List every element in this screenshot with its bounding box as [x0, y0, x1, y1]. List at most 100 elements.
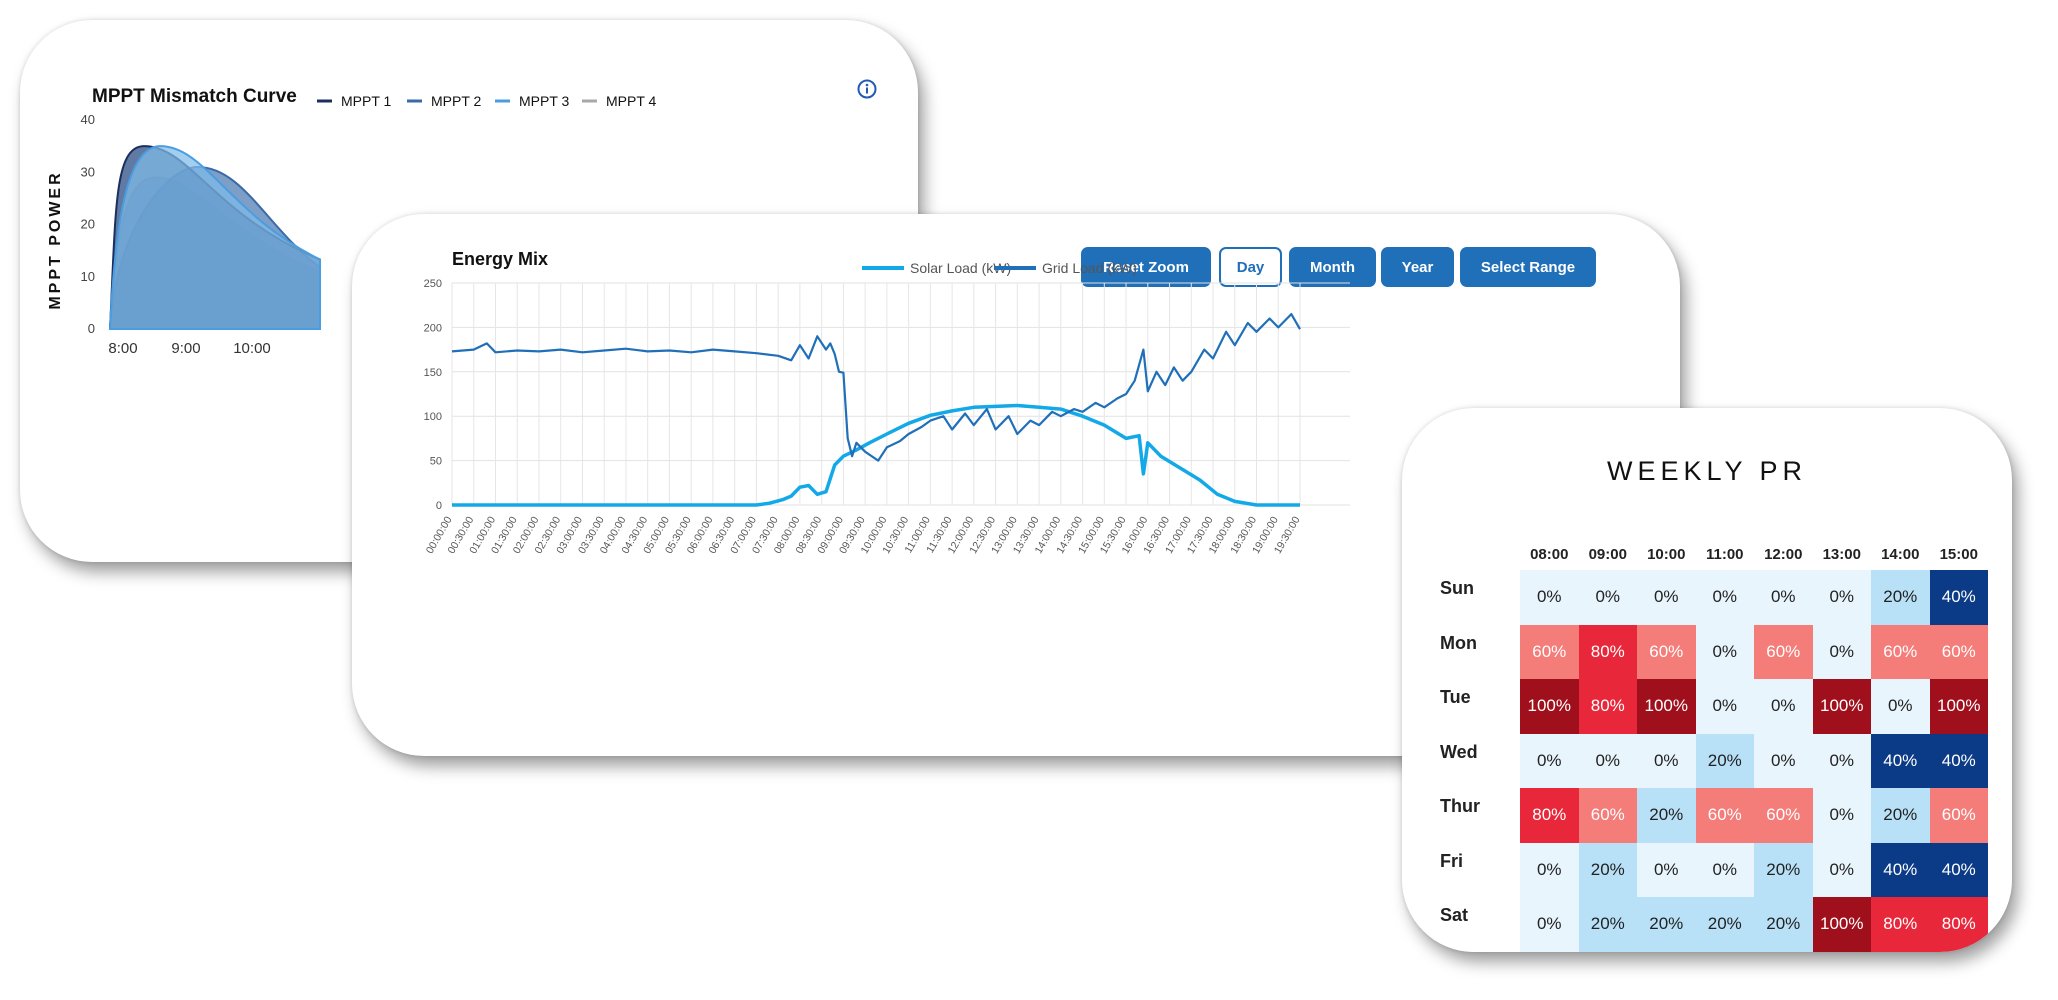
- heatmap-cell: 80%: [1871, 897, 1930, 952]
- heatmap-cell: 100%: [1929, 679, 1988, 734]
- y-tick-label: 10: [81, 269, 95, 284]
- column-header: 12:00: [1764, 545, 1803, 563]
- heatmap-row: Sun 0% 0% 0% 0% 0% 0% 20% 40%: [1430, 570, 1988, 625]
- y-tick-label: 0: [88, 321, 95, 336]
- heatmap-cell: 0%: [1871, 679, 1930, 734]
- heatmap-cell: 20%: [1871, 570, 1930, 625]
- heatmap-cell: 40%: [1929, 570, 1988, 625]
- heatmap-cell: 0%: [1578, 570, 1637, 625]
- heatmap-cell: 60%: [1871, 624, 1930, 679]
- heatmap-cell: 60%: [1695, 788, 1754, 843]
- heatmap-cell: 80%: [1578, 624, 1637, 679]
- row-label: Thur: [1430, 788, 1520, 843]
- column-header: 13:00: [1822, 545, 1861, 563]
- legend-label: MPPT 2: [431, 93, 482, 109]
- mppt-chart: MPPT POWER 0 10 20 30 40 8:00 9:00 10:00 MPPT 1 MP…: [47, 93, 657, 357]
- heatmap-cell: 40%: [1871, 842, 1930, 897]
- select-range-button[interactable]: Select Range: [1460, 247, 1596, 287]
- heatmap-cell: 0%: [1637, 842, 1696, 897]
- heatmap-cell: 80%: [1578, 679, 1637, 734]
- year-button[interactable]: Year: [1381, 247, 1454, 287]
- y-tick-label: 100: [424, 411, 442, 423]
- heatmap-cell: 100%: [1812, 679, 1871, 734]
- y-tick-label: 250: [424, 278, 442, 290]
- month-button[interactable]: Month: [1289, 247, 1376, 287]
- heatmap-row: Fri 0% 20% 0% 0% 20% 0% 40% 40%: [1430, 842, 1988, 897]
- row-label: Fri: [1430, 842, 1520, 897]
- legend-label: MPPT 3: [519, 93, 570, 109]
- series-line-solar-load: [452, 403, 1300, 507]
- heatmap-cell: 60%: [1637, 624, 1696, 679]
- heatmap-cell: 20%: [1695, 897, 1754, 952]
- heatmap-cell: 0%: [1637, 733, 1696, 788]
- heatmap-cell: 0%: [1695, 679, 1754, 734]
- x-tick-label: 10:00: [233, 340, 271, 357]
- row-label: Sun: [1430, 570, 1520, 625]
- y-tick-label: 30: [81, 164, 95, 179]
- heatmap-cell: 0%: [1695, 842, 1754, 897]
- y-tick-label: 200: [424, 322, 442, 334]
- corner-cell: [1430, 538, 1520, 570]
- heatmap-row: Tue 100% 80% 100% 0% 0% 100% 0% 100%: [1430, 679, 1988, 734]
- heatmap-cell: 0%: [1812, 570, 1871, 625]
- column-header: 09:00: [1588, 545, 1627, 563]
- heatmap-cell: 40%: [1929, 733, 1988, 788]
- heatmap-cell: 0%: [1520, 897, 1579, 952]
- heatmap-cell: 0%: [1812, 733, 1871, 788]
- legend-label: MPPT 4: [606, 93, 657, 109]
- energy-mix-chart: Solar Load (kW) Grid Load (kW) 0 50 100 150 20…: [424, 260, 1350, 556]
- heatmap-cell: 20%: [1637, 897, 1696, 952]
- column-header: 11:00: [1705, 545, 1744, 563]
- day-button[interactable]: Day: [1219, 247, 1282, 287]
- column-header: 08:00: [1530, 545, 1569, 563]
- heatmap-cell: 20%: [1695, 733, 1754, 788]
- heatmap-cell: 60%: [1929, 624, 1988, 679]
- heatmap-cell: 0%: [1695, 624, 1754, 679]
- weekly-pr-title: WEEKLY PR: [1606, 456, 1808, 486]
- heatmap-row: Mon 60% 80% 60% 0% 60% 0% 60% 60%: [1430, 624, 1988, 679]
- heatmap-cell: 0%: [1812, 842, 1871, 897]
- heatmap-cell: 100%: [1812, 897, 1871, 952]
- heatmap-cell: 0%: [1812, 624, 1871, 679]
- heatmap-cell: 100%: [1520, 679, 1579, 734]
- heatmap-cell: 20%: [1578, 897, 1637, 952]
- reset-zoom-button[interactable]: Reset Zoom: [1081, 247, 1211, 287]
- y-tick-label: 50: [430, 456, 442, 468]
- heatmap-cell: 80%: [1929, 897, 1988, 952]
- heatmap-cell: 40%: [1929, 842, 1988, 897]
- heatmap-cell: 60%: [1754, 788, 1813, 843]
- heatmap-cell: 20%: [1754, 897, 1813, 952]
- mppt-title: MPPT Mismatch Curve: [92, 86, 297, 107]
- heatmap-cell: 0%: [1520, 842, 1579, 897]
- heatmap-cell: 0%: [1520, 733, 1579, 788]
- y-tick-label: 20: [81, 217, 95, 232]
- legend-label: MPPT 1: [341, 93, 392, 109]
- series-line-grid-load: [451, 312, 1301, 462]
- heatmap-cell: 100%: [1637, 679, 1696, 734]
- y-axis-label: MPPT POWER: [47, 170, 64, 309]
- legend-label: Grid Load (kW): [1042, 260, 1137, 276]
- column-header: 14:00: [1881, 545, 1920, 563]
- weekly-pr-heatmap: 08:00 09:00 10:00 11:00 12:00 13:00 14:00 15:00…: [1430, 538, 1988, 952]
- heatmap-header-row: 08:00 09:00 10:00 11:00 12:00 13:00 14:00 15:00: [1430, 538, 1988, 570]
- info-icon[interactable]: [856, 78, 878, 100]
- heatmap-cell: 0%: [1754, 570, 1813, 625]
- heatmap-cell: 60%: [1754, 624, 1813, 679]
- heatmap-cell: 60%: [1578, 788, 1637, 843]
- heatmap-cell: 20%: [1754, 842, 1813, 897]
- y-tick-label: 40: [81, 112, 95, 127]
- heatmap-cell: 0%: [1578, 733, 1637, 788]
- energy-mix-title: Energy Mix: [452, 249, 549, 269]
- y-tick-label: 150: [424, 367, 442, 379]
- heatmap-cell: 0%: [1637, 570, 1696, 625]
- heatmap-row: Thur 80% 60% 20% 60% 60% 0% 20% 60%: [1430, 788, 1988, 843]
- heatmap-cell: 80%: [1520, 788, 1579, 843]
- row-label: Tue: [1430, 679, 1520, 734]
- heatmap-cell: 20%: [1637, 788, 1696, 843]
- column-header: 15:00: [1939, 545, 1978, 563]
- heatmap-row: Wed 0% 0% 0% 20% 0% 0% 40% 40%: [1430, 733, 1988, 788]
- y-tick-label: 0: [436, 500, 442, 512]
- x-tick-label: 8:00: [108, 340, 137, 357]
- x-tick-label: 9:00: [171, 340, 200, 357]
- row-label: Sat: [1430, 897, 1520, 952]
